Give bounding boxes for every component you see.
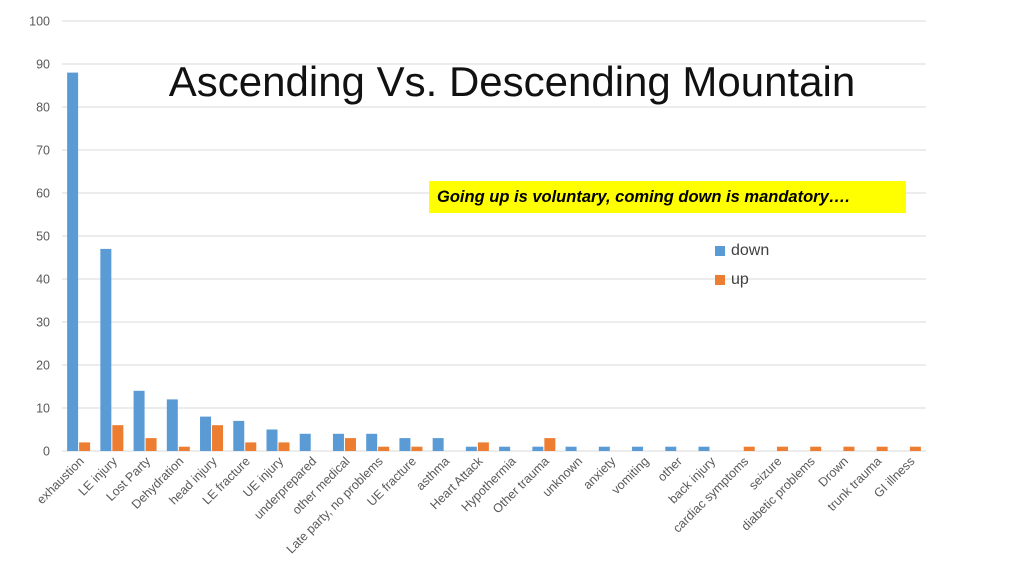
bar-down xyxy=(166,399,178,451)
gridlines xyxy=(62,20,926,452)
bar-down xyxy=(698,446,710,451)
bar-down xyxy=(233,420,245,451)
bar-up xyxy=(909,446,921,451)
bar-down xyxy=(299,433,311,451)
legend-swatch-up xyxy=(715,274,725,285)
bar-up xyxy=(145,438,157,451)
bar-up xyxy=(378,446,390,451)
bar-up xyxy=(411,446,423,451)
bar-up xyxy=(278,442,290,451)
bar-down xyxy=(665,446,677,451)
y-tick-label: 100 xyxy=(29,15,50,29)
legend-label-down: down xyxy=(731,241,770,259)
bar-up xyxy=(178,446,190,451)
chart-legend: down up xyxy=(715,236,769,294)
bar-up xyxy=(544,438,556,451)
bar-up xyxy=(344,438,356,451)
bar-up xyxy=(112,425,124,451)
bar-down xyxy=(499,446,511,451)
bar-down xyxy=(332,433,344,451)
bar-down xyxy=(565,446,577,451)
y-tick-label: 30 xyxy=(36,316,50,330)
bar-down xyxy=(432,438,444,451)
y-tick-label: 70 xyxy=(36,144,50,158)
callout-text: Going up is voluntary, coming down is ma… xyxy=(437,187,850,206)
bar-up xyxy=(212,425,224,451)
y-tick-label: 90 xyxy=(36,58,50,72)
bar-down xyxy=(100,248,112,451)
y-tick-label: 60 xyxy=(36,187,50,201)
bar-up xyxy=(843,446,855,451)
bar-down xyxy=(67,72,79,451)
bar-up xyxy=(477,442,489,451)
bar-up xyxy=(810,446,822,451)
callout-box: Going up is voluntary, coming down is ma… xyxy=(429,181,906,213)
legend-swatch-down xyxy=(715,245,725,256)
bar-down xyxy=(399,438,411,451)
y-tick-label: 10 xyxy=(36,402,50,416)
bar-up xyxy=(743,446,755,451)
x-tick-label: vomiting xyxy=(609,454,652,497)
bar-down xyxy=(598,446,610,451)
bar-up xyxy=(776,446,788,451)
bar-up xyxy=(79,442,91,451)
x-tick-label: other xyxy=(655,454,685,484)
slide-title: Ascending Vs. Descending Mountain xyxy=(168,58,856,105)
y-tick-label: 40 xyxy=(36,273,50,287)
bars xyxy=(67,72,921,451)
legend-item-up: up xyxy=(715,265,769,294)
y-tick-label: 0 xyxy=(43,445,50,459)
y-tick-label: 80 xyxy=(36,101,50,115)
y-axis-ticks: 0 10 20 30 40 50 60 70 80 90 100 xyxy=(29,15,50,459)
bar-down xyxy=(465,446,477,451)
legend-item-down: down xyxy=(715,236,769,265)
bar-up xyxy=(245,442,257,451)
y-tick-label: 20 xyxy=(36,359,50,373)
bar-down xyxy=(266,429,278,451)
bar-down xyxy=(200,416,212,451)
bar-down xyxy=(133,390,145,451)
y-tick-label: 50 xyxy=(36,230,50,244)
bar-down xyxy=(366,433,378,451)
legend-label-up: up xyxy=(731,270,749,288)
bar-up xyxy=(876,446,888,451)
x-tick-label: exhaustion xyxy=(34,454,87,507)
bar-down xyxy=(532,446,544,451)
bar-down xyxy=(632,446,644,451)
